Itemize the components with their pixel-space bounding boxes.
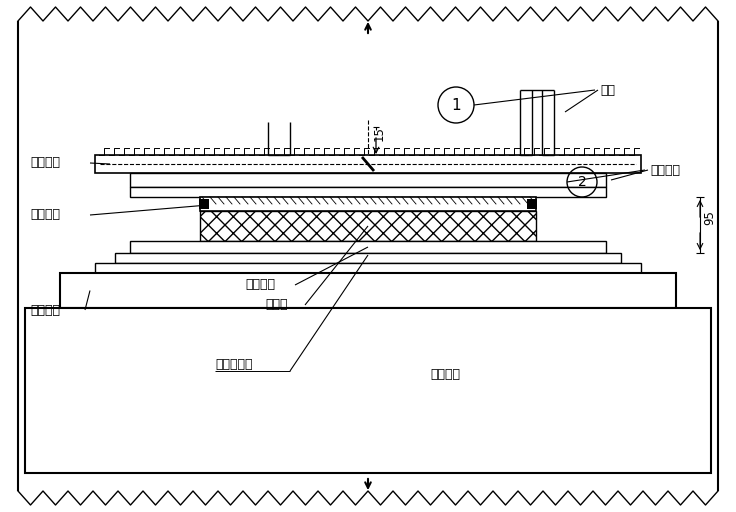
Bar (95, 263, 641, 273)
Text: 支座底板: 支座底板 (245, 279, 275, 291)
Bar (60, 273, 676, 308)
Text: 中间钙板: 中间钙板 (30, 208, 60, 222)
Text: 桥梁下部: 桥梁下部 (430, 369, 460, 381)
Bar (199, 199, 209, 209)
Bar (200, 197, 536, 211)
Text: 橡胶块: 橡胶块 (265, 298, 288, 311)
Text: 支座垫石: 支座垫石 (30, 304, 60, 316)
Bar (527, 199, 537, 209)
Text: 95: 95 (704, 210, 717, 225)
Text: 焊缝: 焊缝 (600, 83, 615, 96)
Text: 支承中心线: 支承中心线 (215, 358, 252, 372)
Bar (95, 155, 641, 173)
Bar (130, 173, 606, 187)
Text: 15: 15 (372, 126, 386, 141)
Text: 2: 2 (578, 175, 587, 189)
Text: 1: 1 (451, 97, 461, 113)
Bar (130, 241, 606, 253)
Bar (25, 308, 711, 473)
Bar (115, 253, 621, 263)
Bar (130, 187, 606, 197)
Text: 钙板焊缝: 钙板焊缝 (650, 163, 680, 177)
Text: 支座顶板: 支座顶板 (30, 157, 60, 169)
Bar (200, 211, 536, 241)
